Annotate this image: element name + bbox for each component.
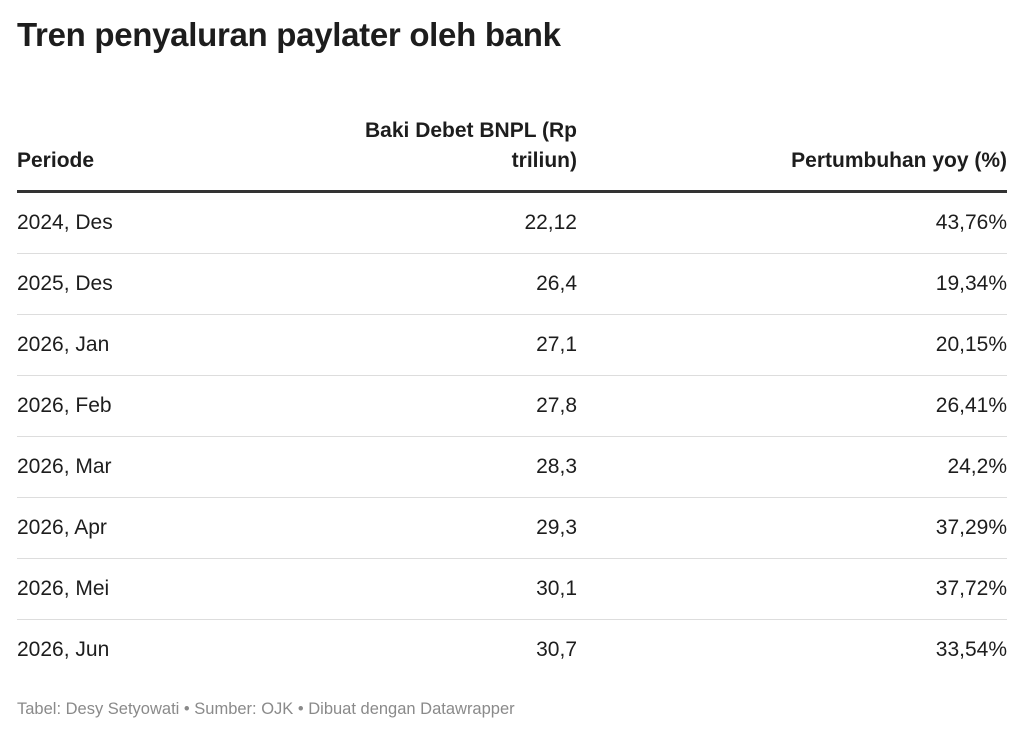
table-cell: 24,2%: [577, 436, 1007, 498]
table-cell: 20,15%: [577, 314, 1007, 376]
table-cell: 2026, Mei: [17, 558, 277, 620]
table-cell: 30,7: [536, 638, 577, 661]
header-row: Periode Baki Debet BNPL (Rp triliun) Pertu…: [17, 100, 1007, 193]
title: Tren penyaluran paylater oleh bank: [17, 16, 561, 53]
table-row: 2026, Mei 30,1 37,72%: [17, 558, 1007, 620]
column-header: Periode: [17, 100, 277, 193]
table-cell: 29,3: [277, 497, 577, 559]
table-row: 2026, Mar 28,3 24,2%: [17, 436, 1007, 498]
table-cell: 27,8: [277, 375, 577, 437]
table-cell: 2025, Des: [17, 253, 277, 315]
column-header: Pertumbuhan yoy (%): [577, 100, 1007, 193]
table-row: 2025, Des 26,4 19,34%: [17, 253, 1007, 315]
table-cell: 37,29%: [577, 497, 1007, 559]
table-row: 2026, Feb 27,8 26,41%: [17, 375, 1007, 437]
table-cell: 2024, Des: [17, 191, 277, 254]
table-cell: 2026, Mar: [17, 436, 277, 498]
table-row: 2026, Apr 29,3 37,29%: [17, 497, 1007, 559]
table-cell: 26,4: [277, 253, 577, 315]
table-cell: 2026, Jan: [17, 314, 277, 376]
table-row: 2024, Des 22,12 43,76%: [17, 191, 1007, 254]
table-cell: 22,12: [277, 191, 577, 254]
table-row: 2026, Jun 30,7 33,54%: [17, 620, 1007, 681]
table-cell: 2026, Feb: [17, 375, 277, 437]
header-text: Periode: [17, 149, 95, 172]
table-body: 2024, Des 22,12 43,76% 2025, Des 26,4 19,34% 2…: [17, 191, 1007, 681]
table-cell: 37,72%: [577, 558, 1007, 620]
table-cell: 28,3: [277, 436, 577, 498]
table-cell: 2026, Jun: [17, 638, 110, 661]
table-cell: 33,54%: [935, 638, 1007, 661]
column-header: Baki Debet BNPL (Rp triliun): [277, 100, 577, 193]
data-table: Periode Baki Debet BNPL (Rp triliun) Pertu…: [17, 100, 1007, 680]
header-text: Pertumbuhan yoy (%): [791, 149, 1007, 172]
table-cell: 27,1: [277, 314, 577, 376]
footer: Tabel: Desy Setyowati • Sumber: OJK • Di…: [17, 700, 515, 718]
table-cell: 2026, Apr: [17, 497, 277, 559]
table-cell: 19,34%: [577, 253, 1007, 315]
table-cell: 30,1: [277, 558, 577, 620]
header-text: Baki Debet BNPL (Rp triliun): [365, 119, 577, 172]
table-cell: 26,41%: [577, 375, 1007, 437]
table-row: 2026, Jan 27,1 20,15%: [17, 314, 1007, 376]
table-cell: 43,76%: [577, 191, 1007, 254]
